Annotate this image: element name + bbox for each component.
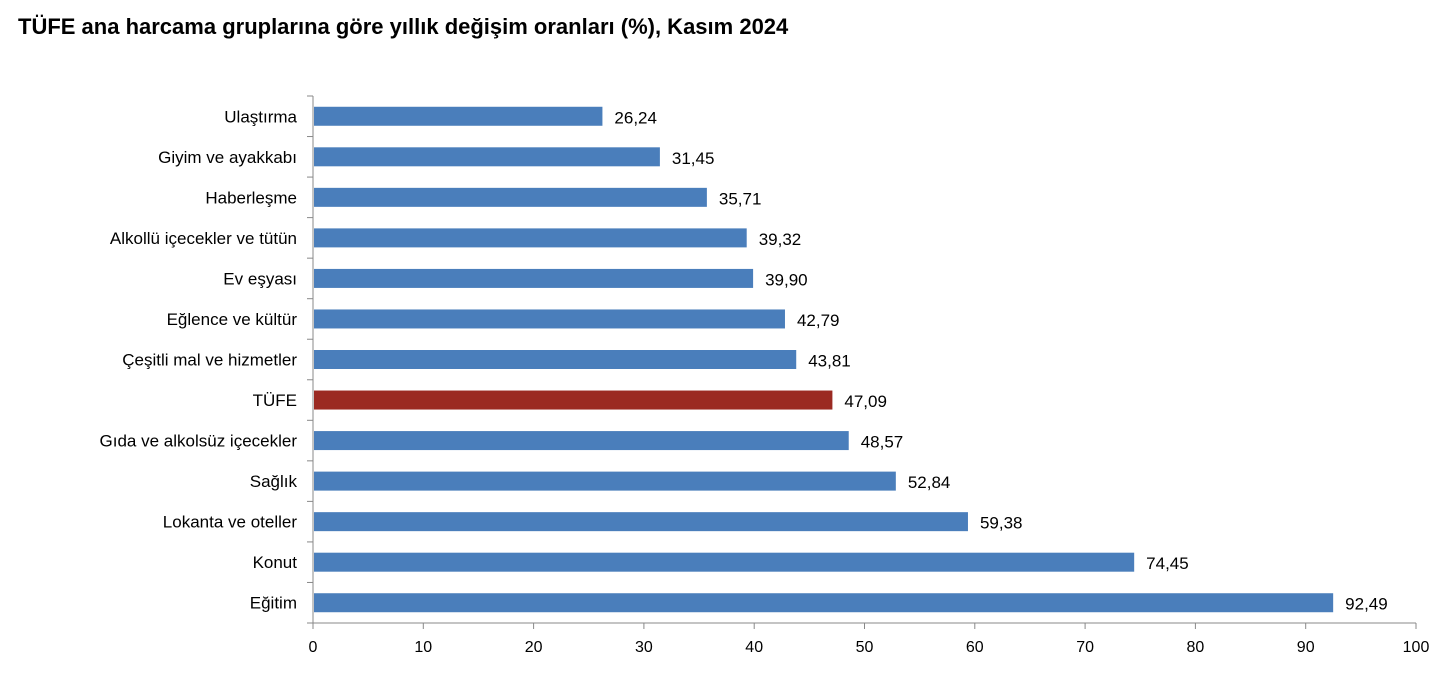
x-tick-label: 100 [1403,639,1430,656]
value-label: 47,09 [844,392,887,411]
bar [314,228,747,248]
category-label: Konut [253,553,298,572]
x-tick-label: 10 [414,639,432,656]
chart-title: TÜFE ana harcama gruplarına göre yıllık … [18,14,789,39]
value-label: 92,49 [1345,595,1388,614]
bar [314,390,833,410]
bar [314,106,603,126]
category-label: Eğlence ve kültür [167,310,298,329]
category-label: Giyim ve ayakkabı [158,148,297,167]
value-label: 26,24 [614,108,657,127]
x-tick-label: 80 [1187,639,1205,656]
value-label: 39,90 [765,270,808,289]
x-tick-label: 60 [966,639,984,656]
bar [314,147,660,167]
category-label: Ulaştırma [224,107,297,126]
x-tick-label: 20 [525,639,543,656]
category-label: Haberleşme [205,188,297,207]
category-label: Lokanta ve oteller [163,513,298,532]
value-label: 48,57 [861,433,904,452]
value-label: 74,45 [1146,554,1189,573]
x-tick-label: 70 [1076,639,1094,656]
value-label: 35,71 [719,189,762,208]
x-tick-label: 0 [309,639,318,656]
bar [314,431,849,451]
category-label: Ev eşyası [223,269,297,288]
category-label: Sağlık [250,472,298,491]
category-label: Alkollü içecekler ve tütün [110,229,297,248]
value-label: 31,45 [672,149,715,168]
x-tick-label: 40 [745,639,763,656]
bars-group: Ulaştırma 26,24 Giyim ve ayakkabı 31,45 Habe… [100,106,1388,614]
bar [314,350,797,369]
x-tick-label: 30 [635,639,653,656]
category-label: TÜFE [253,391,297,410]
bar [314,268,754,288]
value-label: 52,84 [908,473,951,492]
x-tick-label: 50 [856,639,874,656]
bar [314,309,785,329]
bar [314,593,1334,613]
value-label: 59,38 [980,514,1023,533]
axes-group: 0 10 20 30 40 50 60 70 80 90 100 [307,95,1430,656]
bar [314,512,968,532]
value-label: 42,79 [797,311,840,330]
value-label: 43,81 [808,352,851,371]
x-tick-label: 90 [1297,639,1315,656]
category-label: Çeşitli mal ve hizmetler [122,351,297,370]
category-label: Gıda ve alkolsüz içecekler [100,432,298,451]
category-label: Eğitim [250,594,297,613]
bar [314,552,1135,572]
bar [314,471,896,491]
bar [314,187,707,207]
value-label: 39,32 [759,230,802,249]
